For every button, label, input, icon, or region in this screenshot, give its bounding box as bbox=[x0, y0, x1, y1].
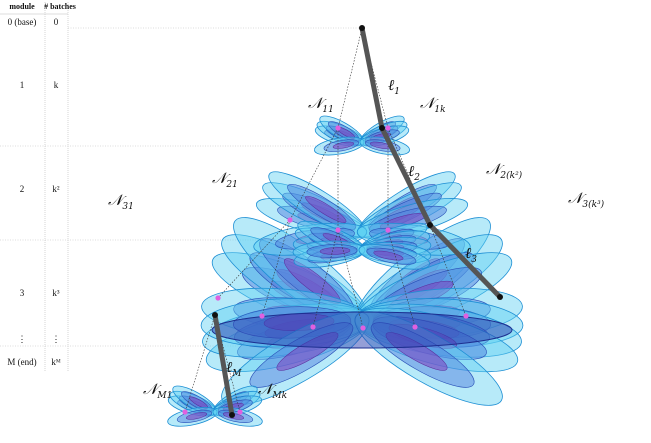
table-cell: 3 bbox=[20, 288, 25, 298]
label-subscript: 3(k³) bbox=[582, 199, 604, 210]
path-node bbox=[497, 294, 503, 300]
diagram: module# batches0 (base)01k2k²3k³⋮⋮M (end… bbox=[0, 0, 651, 443]
node-dot bbox=[287, 217, 292, 222]
path-node bbox=[229, 412, 235, 418]
path-node bbox=[427, 222, 433, 228]
math-label: ℓ2 bbox=[408, 162, 420, 183]
math-label: 𝒩M1 bbox=[143, 380, 172, 401]
math-label: 𝒩3(k³) bbox=[568, 189, 605, 210]
node-dot bbox=[385, 227, 390, 232]
table-cell: k bbox=[54, 80, 59, 90]
node-dot bbox=[259, 313, 264, 318]
node-dot bbox=[310, 324, 315, 329]
path-node bbox=[212, 312, 218, 318]
table-cell: 1 bbox=[20, 80, 25, 90]
math-label: 𝒩11 bbox=[308, 94, 334, 115]
label-subscript: 3 bbox=[471, 255, 477, 265]
dotted-link bbox=[338, 28, 362, 128]
label-subscript: 21 bbox=[225, 180, 237, 190]
label-subscript: M bbox=[231, 369, 242, 379]
table-cell: ⋮ bbox=[18, 334, 27, 344]
label-subscript: 11 bbox=[322, 105, 333, 115]
node-dot bbox=[360, 325, 365, 330]
math-label: 𝒩21 bbox=[212, 169, 238, 190]
table-header: # batches bbox=[44, 2, 76, 11]
node-dot bbox=[335, 125, 340, 130]
math-label: 𝒩31 bbox=[108, 191, 134, 212]
table-cell: 0 bbox=[54, 17, 59, 27]
fan bbox=[313, 111, 411, 158]
table-cell: kᴹ bbox=[51, 357, 61, 367]
table-cell: M (end) bbox=[7, 357, 36, 367]
path-node bbox=[359, 25, 365, 31]
node-dot bbox=[215, 295, 220, 300]
table-header: module bbox=[9, 2, 35, 11]
math-label: 𝒩2(k²) bbox=[486, 160, 523, 181]
table-cell: k² bbox=[52, 184, 60, 194]
label-subscript: 2 bbox=[413, 173, 420, 183]
node-dot bbox=[463, 313, 468, 318]
node-dot bbox=[412, 324, 417, 329]
label-subscript: 31 bbox=[122, 202, 133, 212]
path-node bbox=[379, 125, 385, 131]
label-subscript: M1 bbox=[156, 391, 172, 401]
fan bbox=[166, 381, 264, 430]
table-cell: k³ bbox=[52, 288, 60, 298]
table-cell: 0 (base) bbox=[8, 17, 37, 27]
label-subscript: 2(k²) bbox=[499, 170, 522, 181]
table-cell: ⋮ bbox=[52, 334, 61, 344]
label-subscript: Mk bbox=[271, 391, 287, 401]
node-dot bbox=[385, 125, 390, 130]
label-subscript: 1k bbox=[434, 105, 445, 115]
node-dot bbox=[237, 409, 242, 414]
table-cell: 2 bbox=[20, 184, 25, 194]
label-subscript: 1 bbox=[394, 87, 400, 97]
math-label: 𝒩1k bbox=[420, 94, 446, 115]
node-dot bbox=[182, 409, 187, 414]
node-dot bbox=[335, 227, 340, 232]
math-label: ℓ1 bbox=[388, 76, 400, 97]
